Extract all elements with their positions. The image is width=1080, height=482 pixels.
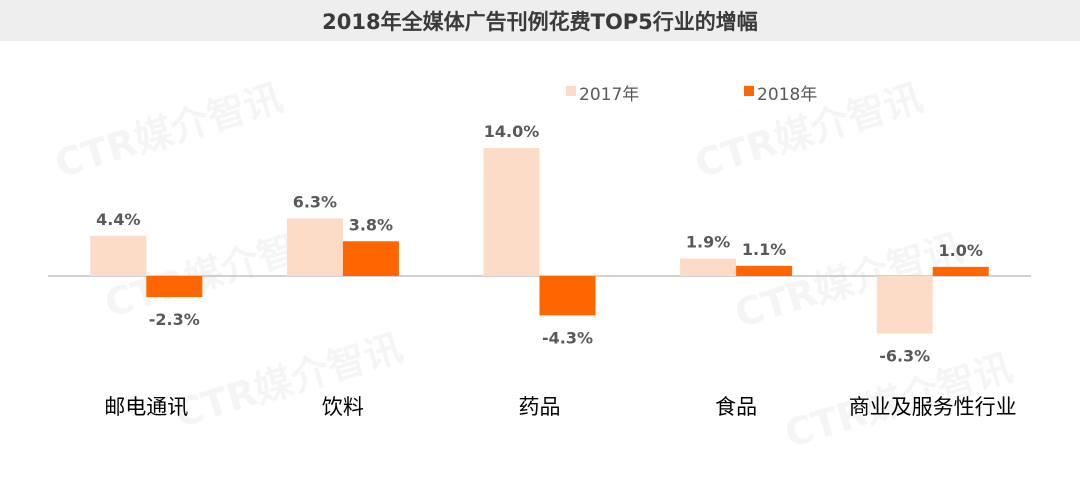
data-label-s2-3: -4.3% <box>542 328 593 347</box>
data-label-s1-2: 6.3% <box>293 192 337 211</box>
bar-s2-1 <box>146 276 203 298</box>
data-label-s1-3: 14.0% <box>484 122 540 141</box>
bar-s2-3 <box>539 276 596 316</box>
bar-chart: 4.4% -2.3% 邮电通讯 6.3% 3.8% 饮料 14.0% -4.3% 药品 1.9% 1… <box>48 85 1031 419</box>
data-label-s2-5: 1.0% <box>939 241 983 260</box>
data-label-s2-2: 3.8% <box>349 215 393 234</box>
data-label-s1-1: 4.4% <box>96 210 140 229</box>
data-label-s2-4: 1.1% <box>742 240 786 259</box>
category-label-3: 药品 <box>519 395 561 419</box>
data-label-s1-4: 1.9% <box>686 233 730 252</box>
chart-title: 2018年全媒体广告刊例花费TOP5行业的增幅 <box>322 9 758 34</box>
bar-s2-2 <box>342 241 399 276</box>
legend-label-2: 2018年 <box>757 85 817 105</box>
bar-s1-1 <box>90 235 147 276</box>
category-label-1: 邮电通讯 <box>104 395 188 419</box>
legend-swatch-1 <box>566 86 576 96</box>
legend-swatch-2 <box>744 86 754 96</box>
data-label-s2-1: -2.3% <box>149 310 200 329</box>
legend-label-1: 2017年 <box>579 85 639 105</box>
bar-s2-4 <box>736 265 793 276</box>
bar-s1-5 <box>876 276 933 334</box>
category-label-5: 商业及服务性行业 <box>849 395 1017 419</box>
bar-s1-3 <box>483 148 540 276</box>
chart-title-bar: 2018年全媒体广告刊例花费TOP5行业的增幅 <box>0 0 1080 41</box>
category-label-4: 食品 <box>715 395 757 419</box>
bar-s1-4 <box>680 258 737 276</box>
data-label-s1-5: -6.3% <box>879 347 930 366</box>
bar-s2-5 <box>932 266 989 276</box>
category-label-2: 饮料 <box>322 395 364 419</box>
bar-s1-2 <box>286 218 343 276</box>
